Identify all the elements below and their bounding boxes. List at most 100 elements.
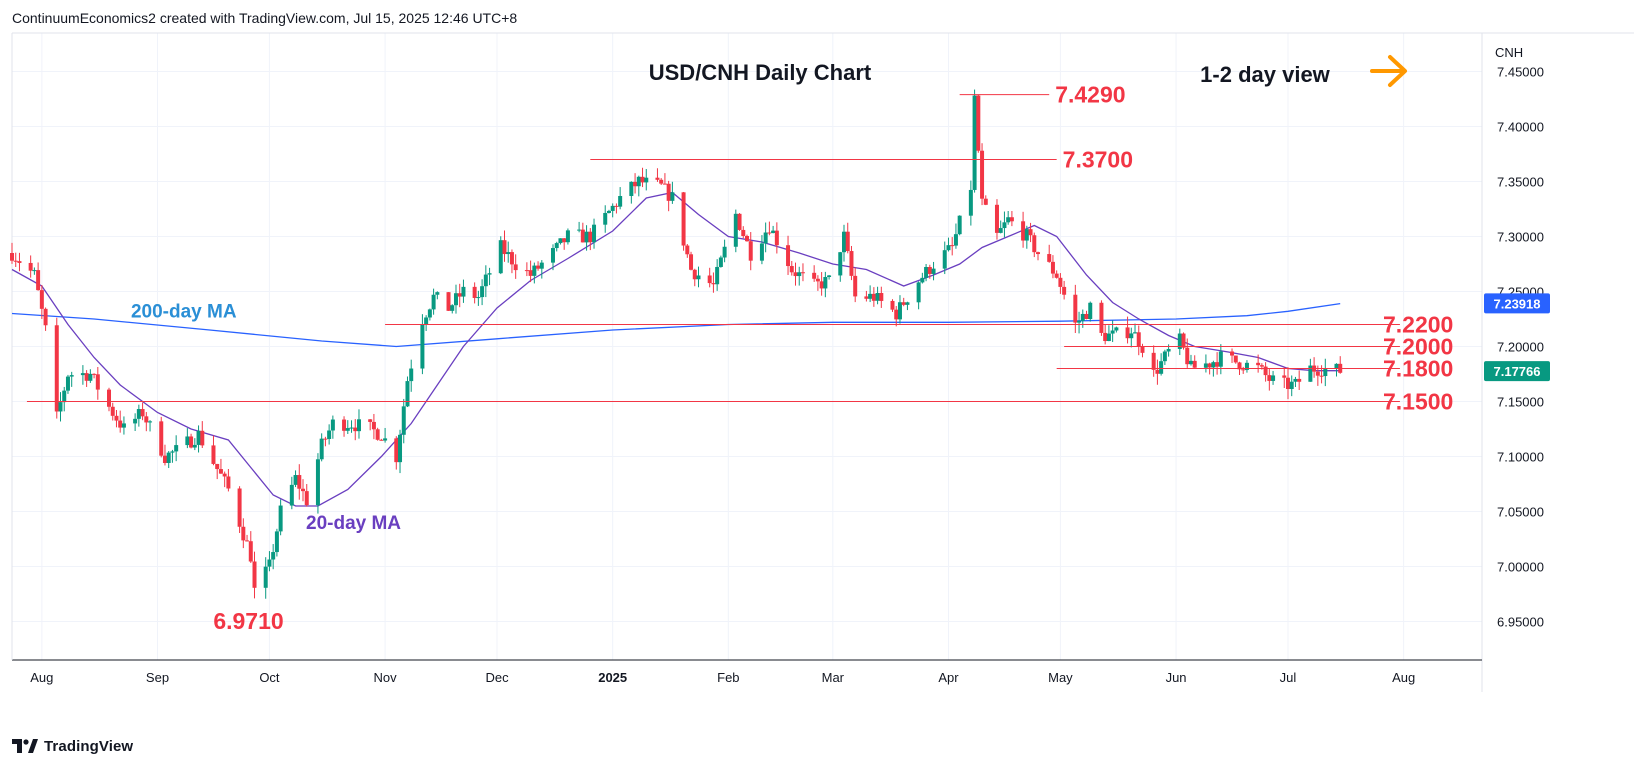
candle-body (506, 252, 511, 255)
candle-body (774, 230, 779, 246)
candle-body (524, 270, 529, 272)
candle-body (472, 286, 477, 298)
candle (920, 272, 925, 284)
x-tick-label: Jun (1166, 670, 1187, 685)
candle-body (897, 302, 902, 320)
candle-body (166, 452, 171, 464)
candle-body (297, 475, 302, 489)
candle (245, 534, 250, 542)
candle (633, 173, 638, 194)
candle (864, 290, 869, 302)
candle-body (148, 421, 153, 423)
candle (741, 226, 746, 239)
candle (140, 402, 145, 421)
candle (293, 470, 298, 488)
candle-body (1159, 361, 1164, 374)
candle (1114, 326, 1119, 333)
candle-body (1103, 332, 1108, 342)
candle-body (457, 293, 462, 297)
x-tick-label: Mar (822, 670, 845, 685)
candle (1203, 354, 1208, 373)
candle (502, 230, 507, 262)
candle-body (110, 406, 115, 416)
candle-body (263, 566, 268, 588)
candle (166, 451, 171, 469)
price-tag-label: 7.17766 (1494, 364, 1541, 379)
candle (1077, 311, 1082, 334)
candle (379, 438, 384, 441)
candle (580, 222, 585, 243)
tradingview-footer[interactable]: TradingView (12, 736, 133, 756)
candle-body (401, 406, 406, 435)
candle-body (1077, 320, 1082, 323)
candle-body (692, 269, 697, 280)
candle (1162, 349, 1167, 365)
x-tick-label: 2025 (598, 670, 627, 685)
candle (189, 433, 194, 449)
candle-body (13, 260, 18, 262)
candle-body (871, 293, 876, 301)
candle (901, 297, 906, 307)
candle-body (1136, 332, 1141, 347)
candle-body (539, 262, 544, 269)
candle-body (453, 293, 458, 306)
candle-body (1185, 347, 1190, 365)
candle-body (838, 252, 843, 276)
candle-body (476, 297, 481, 299)
candle-body (513, 264, 518, 271)
candle-body (711, 283, 716, 285)
candle (1267, 369, 1272, 391)
candle-body (427, 309, 432, 318)
candle (1192, 355, 1197, 368)
candle (759, 235, 764, 265)
candle-body (409, 368, 414, 382)
candle-body (1106, 333, 1111, 342)
candle (1308, 358, 1313, 382)
candle-body (707, 275, 712, 284)
chart-title: USD/CNH Daily Chart (649, 60, 872, 85)
candle (924, 263, 929, 282)
price-axis[interactable]: 7.450007.400007.350007.300007.250007.200… (1495, 45, 1544, 630)
candle (1338, 356, 1343, 374)
candle-body (1002, 222, 1007, 229)
candle (1028, 222, 1033, 243)
candle (662, 173, 667, 185)
candle-body (271, 552, 276, 560)
candle (368, 419, 373, 431)
candle (162, 444, 167, 466)
candle (1323, 358, 1328, 387)
candle (54, 317, 59, 419)
candle (401, 398, 406, 444)
time-axis[interactable]: Aug Sep Oct Nov Dec 2025 Feb Mar Apr May Jun Jul Aug (30, 670, 1415, 685)
candle (1185, 338, 1190, 368)
candle-body (905, 302, 910, 305)
candle (983, 195, 988, 206)
candle (211, 435, 216, 466)
candle-body (502, 240, 507, 255)
candle (689, 251, 694, 271)
candle-body (819, 281, 824, 289)
candle (1129, 327, 1134, 348)
candle-body (1207, 363, 1212, 368)
candle-body (248, 541, 253, 562)
candle-body (879, 293, 884, 301)
candle-body (603, 212, 608, 225)
candle (786, 235, 791, 275)
candle-body (226, 476, 231, 489)
candle-body (39, 290, 44, 309)
price-tag: 7.17766 (1484, 361, 1550, 382)
candle-body (550, 248, 555, 263)
candle-body (640, 176, 645, 183)
candle (916, 281, 921, 310)
candle (353, 419, 358, 441)
candle-body (920, 277, 925, 283)
candle-body (689, 254, 694, 270)
candle (80, 365, 85, 385)
candle (875, 286, 880, 305)
candle-body (394, 438, 399, 463)
candle (349, 420, 354, 433)
candle-body (1032, 235, 1037, 253)
candle (894, 305, 899, 327)
candle-body (1233, 355, 1238, 363)
